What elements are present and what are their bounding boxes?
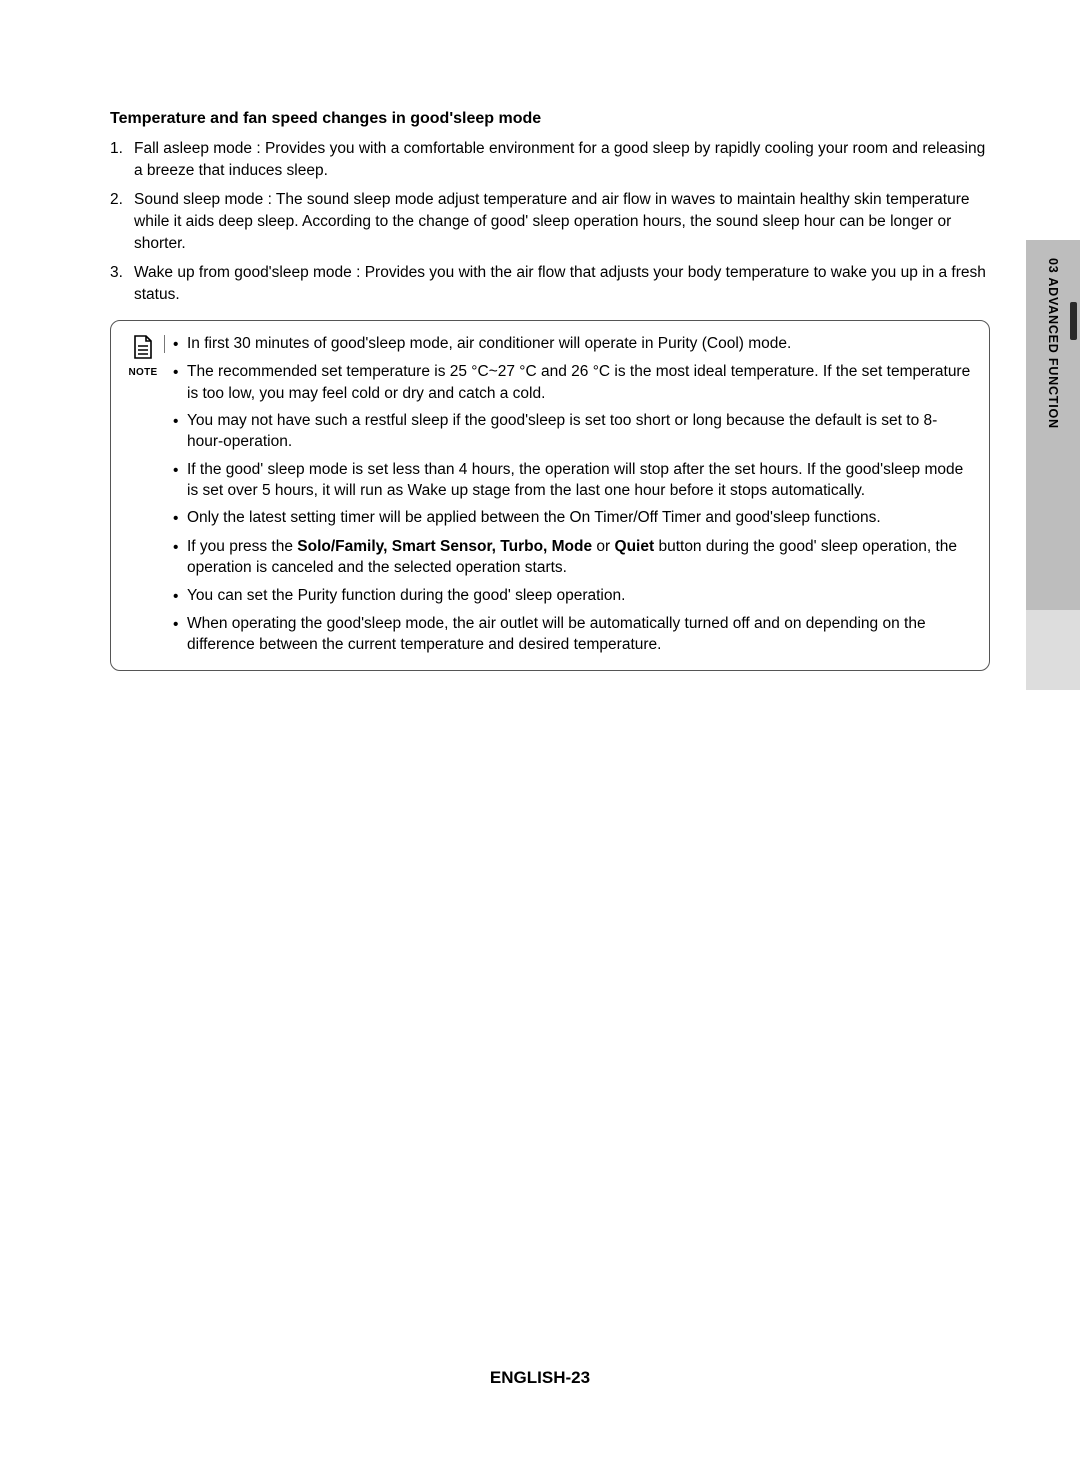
bullet-item: •If the good' sleep mode is set less tha… — [173, 459, 973, 502]
note-icon-column: NOTE — [123, 333, 163, 656]
bullet-item: •If you press the Solo/Family, Smart Sen… — [173, 536, 973, 579]
side-tab-indicator — [1070, 302, 1077, 340]
bullet-marker: • — [173, 507, 187, 529]
bullet-text: If you press the Solo/Family, Smart Sens… — [187, 536, 973, 579]
bullet-item: •You can set the Purity function during … — [173, 585, 973, 607]
list-text: Fall asleep mode : Provides you with a c… — [134, 138, 990, 181]
list-item: 2. Sound sleep mode : The sound sleep mo… — [110, 189, 990, 254]
bullet-text: If the good' sleep mode is set less than… — [187, 459, 973, 502]
side-tab-label: 03 ADVANCED FUNCTION — [1046, 258, 1060, 429]
bullet-marker: • — [173, 459, 187, 502]
note-bullet-list: •In first 30 minutes of good'sleep mode,… — [173, 333, 973, 656]
list-number: 2. — [110, 189, 134, 254]
bullet-marker: • — [173, 585, 187, 607]
list-item: 1. Fall asleep mode : Provides you with … — [110, 138, 990, 181]
note-document-icon — [132, 335, 154, 364]
list-item: 3. Wake up from good'sleep mode : Provid… — [110, 262, 990, 305]
note-content: •In first 30 minutes of good'sleep mode,… — [173, 333, 973, 656]
bullet-text: The recommended set temperature is 25 °C… — [187, 361, 973, 404]
page-content: Temperature and fan speed changes in goo… — [0, 0, 1080, 671]
bullet-marker: • — [173, 333, 187, 355]
section-title: Temperature and fan speed changes in goo… — [110, 110, 990, 128]
bullet-marker: • — [173, 613, 187, 656]
bullet-marker: • — [173, 536, 187, 579]
numbered-list: 1. Fall asleep mode : Provides you with … — [110, 138, 990, 306]
bullet-marker: • — [173, 410, 187, 453]
bullet-marker: • — [173, 361, 187, 404]
list-text: Wake up from good'sleep mode : Provides … — [134, 262, 990, 305]
list-number: 1. — [110, 138, 134, 181]
bullet-text: In first 30 minutes of good'sleep mode, … — [187, 333, 973, 355]
note-box: NOTE •In first 30 minutes of good'sleep … — [110, 320, 990, 671]
bullet-item: •You may not have such a restful sleep i… — [173, 410, 973, 453]
page-footer: ENGLISH-23 — [0, 1368, 1080, 1388]
bold-text: Quiet — [615, 538, 655, 555]
bullet-text: When operating the good'sleep mode, the … — [187, 613, 973, 656]
bullet-text: You may not have such a restful sleep if… — [187, 410, 973, 453]
bullet-text: Only the latest setting timer will be ap… — [187, 507, 973, 529]
list-number: 3. — [110, 262, 134, 305]
bullet-item: •Only the latest setting timer will be a… — [173, 507, 973, 529]
note-label: NOTE — [123, 367, 163, 378]
divider — [164, 335, 165, 353]
side-tab-upper: 03 ADVANCED FUNCTION — [1026, 240, 1080, 610]
side-tab: 03 ADVANCED FUNCTION — [1026, 240, 1080, 690]
bullet-text: You can set the Purity function during t… — [187, 585, 973, 607]
side-tab-lower — [1026, 610, 1080, 690]
bullet-item: •In first 30 minutes of good'sleep mode,… — [173, 333, 973, 355]
bullet-item: •The recommended set temperature is 25 °… — [173, 361, 973, 404]
bullet-item: •When operating the good'sleep mode, the… — [173, 613, 973, 656]
bold-text: Solo/Family, Smart Sensor, Turbo, Mode — [297, 538, 592, 555]
list-text: Sound sleep mode : The sound sleep mode … — [134, 189, 990, 254]
